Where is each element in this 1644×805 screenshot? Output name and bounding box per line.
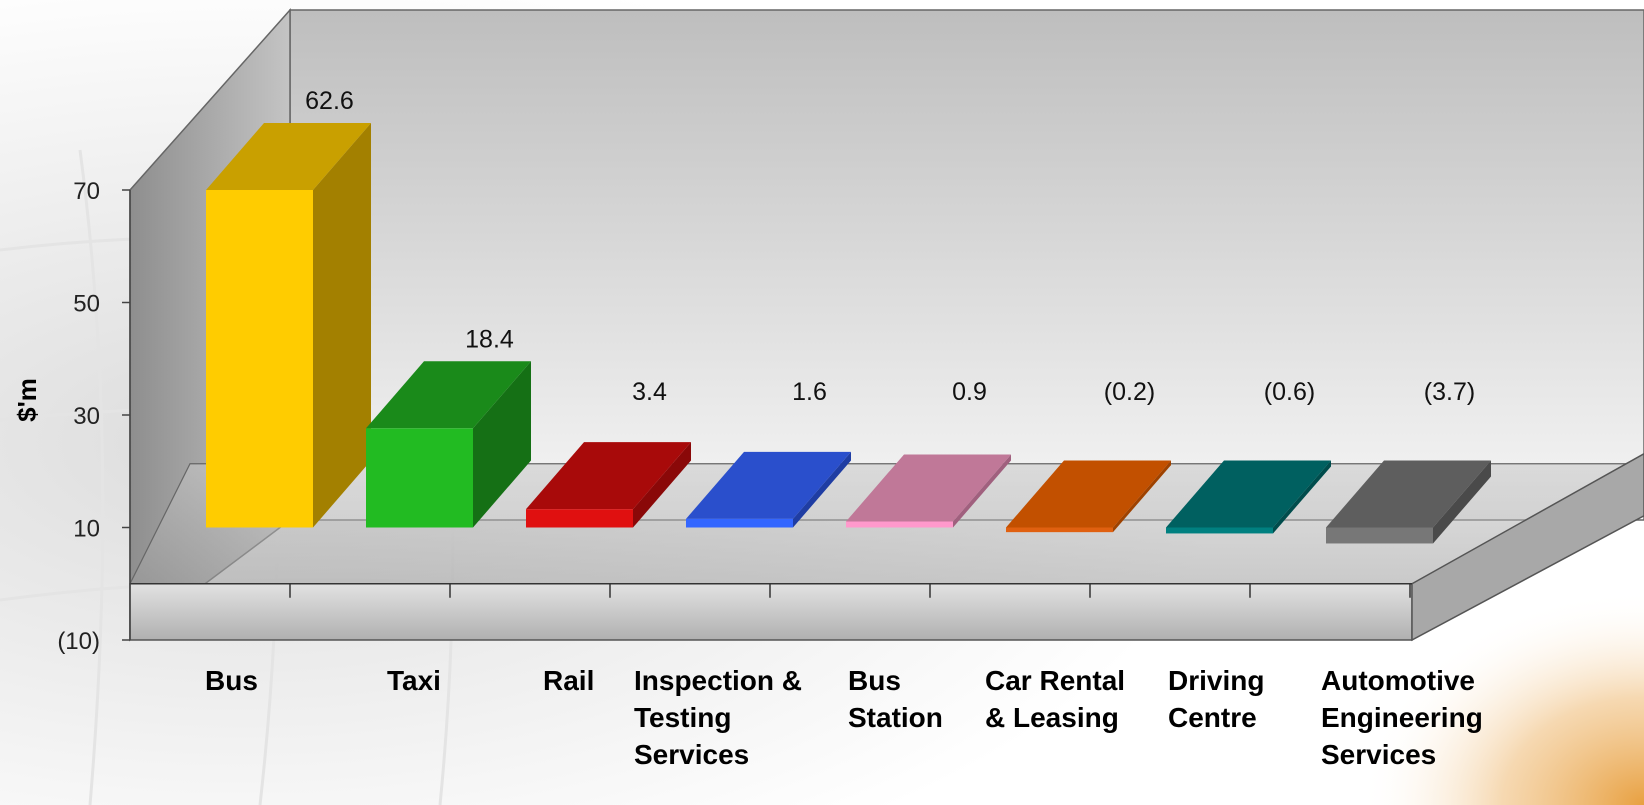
data-labels-group: 62.6 18.4 3.4 1.6 0.9 (0.2) (0.6) (3.7) [305, 87, 1475, 406]
category-label-line: Services [634, 739, 749, 770]
bar-front [1006, 527, 1113, 533]
category-label: Bus [205, 665, 258, 696]
bar-front [1166, 527, 1273, 534]
bar-top [846, 454, 1011, 522]
floor-right-edge [1411, 452, 1644, 642]
bar-top [1326, 460, 1491, 528]
bar-side [1433, 460, 1491, 544]
category-label-line: Bus [848, 665, 901, 696]
bar-front [366, 428, 473, 528]
category-label-line: Engineering [1321, 702, 1483, 733]
bar-1 [206, 123, 371, 528]
category-label-line: Station [848, 702, 943, 733]
category-labels-group: Bus Taxi Rail Inspection & Testing Services Bu… [205, 665, 1483, 770]
bar-front [526, 509, 633, 528]
bar-4 [686, 451, 851, 528]
bar-top [366, 361, 531, 429]
category-label: Automotive Engineering Services [1321, 665, 1483, 770]
category-label-line: Automotive [1321, 665, 1475, 696]
category-label-line: Inspection & [634, 665, 802, 696]
category-label-line: Testing [634, 702, 731, 733]
y-tick-label: (10) [57, 628, 100, 655]
bar-side [1113, 460, 1171, 533]
bar-front [1326, 527, 1433, 544]
bar-3 [526, 442, 691, 528]
bars-group [206, 123, 1491, 544]
bar-top [526, 442, 691, 510]
category-label: Bus Station [848, 665, 943, 733]
front-floor [129, 583, 1413, 641]
y-tick-label: 10 [73, 516, 100, 543]
category-label-line: Taxi [387, 665, 441, 696]
data-label: 3.4 [632, 378, 667, 406]
bar-side [953, 454, 1011, 528]
category-label: Rail [543, 665, 594, 696]
bar-2 [366, 361, 531, 528]
category-label-line: Rail [543, 665, 594, 696]
bar-front [686, 518, 793, 528]
category-label-line: Centre [1168, 702, 1257, 733]
y-axis-title: $'m [12, 378, 42, 422]
data-label: (0.6) [1264, 378, 1315, 406]
category-label: Inspection & Testing Services [634, 665, 802, 770]
category-label-line: Bus [205, 665, 258, 696]
data-label: 0.9 [952, 378, 987, 406]
category-label-line: & Leasing [985, 702, 1119, 733]
data-label: 1.6 [792, 378, 827, 406]
category-label: Taxi [387, 665, 441, 696]
bar-top [206, 123, 371, 190]
data-label: (3.7) [1424, 378, 1475, 406]
bar-6 [1006, 460, 1171, 533]
data-label: (0.2) [1104, 378, 1155, 406]
bar-side [473, 361, 531, 528]
category-label: Car Rental & Leasing [985, 665, 1125, 733]
category-label-line: Driving [1168, 665, 1264, 696]
bar-8 [1326, 460, 1491, 544]
data-label: 18.4 [465, 325, 514, 353]
bar-5 [846, 454, 1011, 528]
category-label-line: Car Rental [985, 665, 1125, 696]
chart-walls [129, 8, 1644, 642]
bar-7 [1166, 460, 1331, 534]
bar-top [686, 451, 851, 519]
bar-front [846, 521, 953, 528]
bar-side [1273, 460, 1331, 534]
category-label-line: Services [1321, 739, 1436, 770]
value-axis: (10) 10 30 50 70 [57, 178, 131, 655]
y-tick-label: 30 [73, 403, 100, 430]
bar-side [793, 451, 851, 528]
bar-side [633, 442, 691, 528]
bar-top [1006, 460, 1171, 528]
y-tick-label: 70 [73, 178, 100, 205]
bar-side [313, 123, 371, 528]
y-tick-label: 50 [73, 291, 100, 318]
bar-front [206, 190, 313, 528]
category-label: Driving Centre [1168, 665, 1264, 733]
data-label: 62.6 [305, 87, 354, 115]
bar-top [1166, 460, 1331, 528]
